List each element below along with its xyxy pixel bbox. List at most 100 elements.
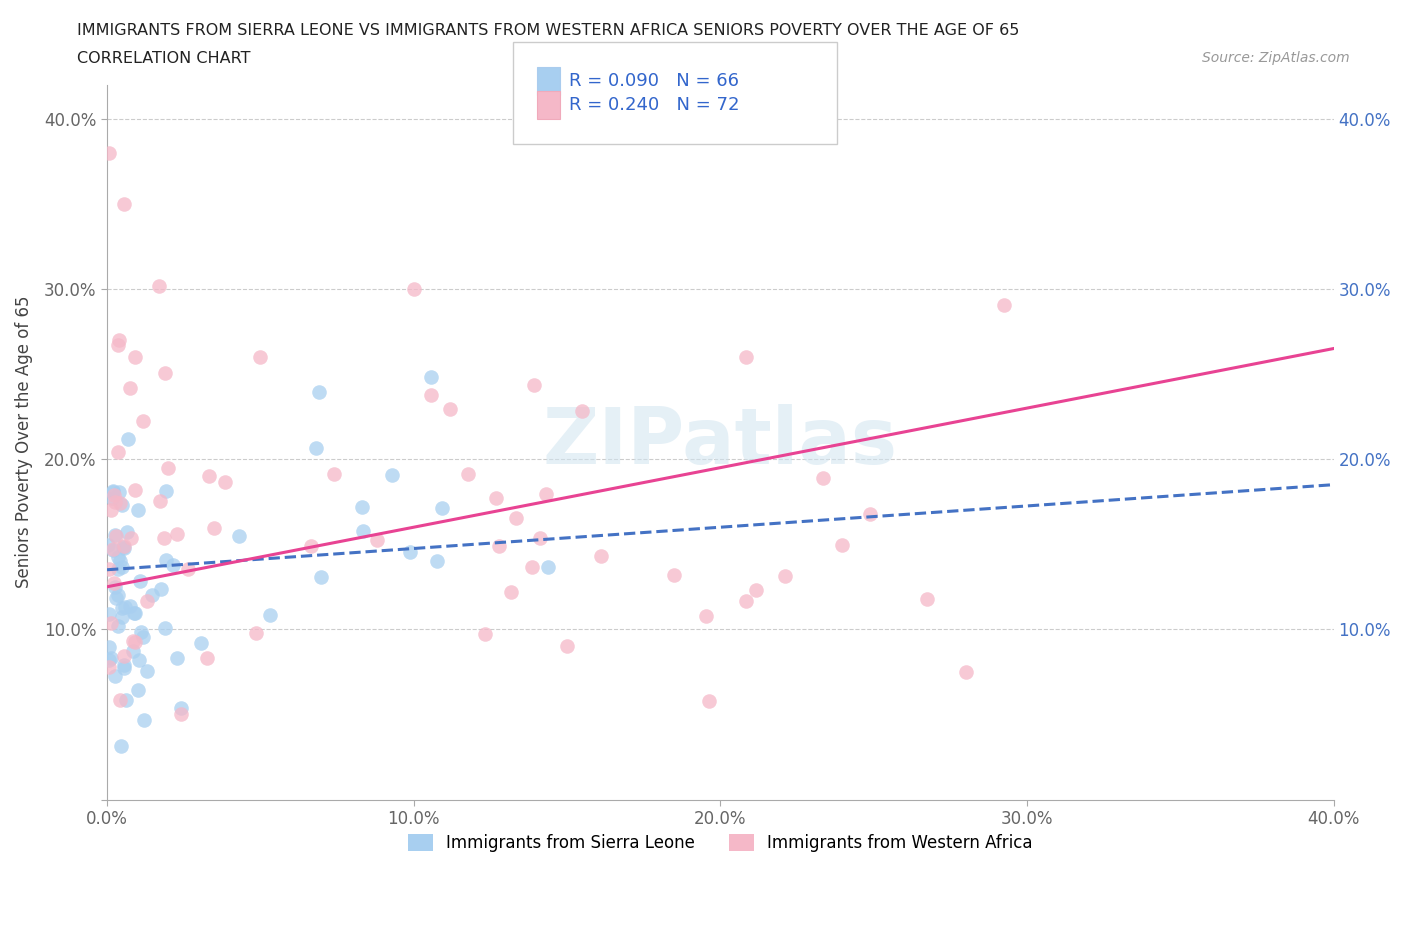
Point bbox=[112, 660, 135, 675]
Point bbox=[432, 501, 454, 516]
Point bbox=[537, 560, 560, 575]
Point bbox=[322, 467, 344, 482]
Point bbox=[111, 601, 134, 616]
Point bbox=[149, 581, 172, 596]
Point bbox=[859, 507, 882, 522]
Point bbox=[97, 538, 120, 552]
Point bbox=[426, 553, 449, 568]
Point bbox=[214, 474, 236, 489]
Point bbox=[100, 502, 122, 517]
Point bbox=[352, 500, 374, 515]
Y-axis label: Seniors Poverty Over the Age of 65: Seniors Poverty Over the Age of 65 bbox=[15, 296, 32, 589]
Point bbox=[112, 538, 135, 553]
Point bbox=[301, 539, 323, 554]
Point bbox=[195, 651, 218, 666]
Point bbox=[97, 652, 120, 667]
Point bbox=[555, 639, 578, 654]
Point bbox=[110, 738, 132, 753]
Point bbox=[97, 659, 120, 674]
Point bbox=[155, 553, 177, 568]
Point bbox=[522, 559, 544, 574]
Point bbox=[103, 576, 125, 591]
Point bbox=[107, 485, 129, 499]
Point bbox=[103, 487, 125, 502]
Point bbox=[132, 414, 155, 429]
Point bbox=[105, 591, 128, 605]
Point bbox=[170, 707, 193, 722]
Point bbox=[505, 511, 527, 525]
Point bbox=[127, 683, 149, 698]
Point bbox=[523, 378, 546, 392]
Point bbox=[773, 568, 796, 583]
Text: IMMIGRANTS FROM SIERRA LEONE VS IMMIGRANTS FROM WESTERN AFRICA SENIORS POVERTY O: IMMIGRANTS FROM SIERRA LEONE VS IMMIGRAN… bbox=[77, 23, 1019, 38]
Point bbox=[474, 627, 496, 642]
Point bbox=[352, 524, 374, 538]
Point bbox=[114, 599, 136, 614]
Point bbox=[141, 588, 163, 603]
Point bbox=[488, 538, 510, 553]
Point bbox=[104, 669, 127, 684]
Text: CORRELATION CHART: CORRELATION CHART bbox=[77, 51, 250, 66]
Point bbox=[100, 616, 122, 631]
Point bbox=[309, 569, 332, 584]
Point bbox=[308, 384, 330, 399]
Point bbox=[813, 471, 835, 485]
Point bbox=[249, 350, 271, 365]
Point bbox=[129, 624, 152, 639]
Point bbox=[153, 620, 176, 635]
Point bbox=[169, 700, 191, 715]
Point bbox=[118, 599, 141, 614]
Point bbox=[402, 282, 425, 297]
Point bbox=[107, 588, 129, 603]
Point bbox=[124, 483, 146, 498]
Point bbox=[107, 618, 129, 633]
Point bbox=[98, 640, 121, 655]
Point bbox=[124, 605, 146, 620]
Point bbox=[111, 560, 134, 575]
Point bbox=[381, 468, 404, 483]
Point bbox=[115, 692, 138, 707]
Point bbox=[305, 441, 328, 456]
Point bbox=[134, 712, 156, 727]
Point bbox=[136, 593, 159, 608]
Point bbox=[104, 495, 127, 510]
Point bbox=[120, 531, 142, 546]
Point bbox=[101, 541, 124, 556]
Point bbox=[156, 461, 179, 476]
Point bbox=[112, 540, 135, 555]
Point bbox=[166, 526, 188, 541]
Point bbox=[399, 545, 422, 560]
Point bbox=[104, 529, 127, 544]
Point bbox=[97, 607, 120, 622]
Point bbox=[132, 630, 155, 644]
Point bbox=[112, 648, 135, 663]
Point bbox=[128, 653, 150, 668]
Point bbox=[420, 387, 443, 402]
Point bbox=[589, 549, 612, 564]
Point bbox=[103, 542, 125, 557]
Point bbox=[110, 693, 132, 708]
Point bbox=[98, 145, 121, 160]
Point bbox=[118, 380, 141, 395]
Point bbox=[115, 525, 138, 539]
Point bbox=[112, 196, 135, 211]
Point bbox=[259, 607, 281, 622]
Point bbox=[108, 553, 131, 568]
Point bbox=[228, 528, 250, 543]
Point bbox=[101, 483, 124, 498]
Point bbox=[245, 626, 267, 641]
Point bbox=[104, 579, 127, 594]
Text: ZIPatlas: ZIPatlas bbox=[543, 405, 898, 480]
Point bbox=[110, 496, 132, 511]
Point bbox=[122, 633, 145, 648]
Point bbox=[166, 651, 188, 666]
Point bbox=[955, 664, 977, 679]
Point bbox=[149, 494, 172, 509]
Point bbox=[107, 338, 129, 352]
Legend: Immigrants from Sierra Leone, Immigrants from Western Africa: Immigrants from Sierra Leone, Immigrants… bbox=[402, 828, 1039, 859]
Point bbox=[104, 528, 127, 543]
Point bbox=[366, 533, 388, 548]
Point bbox=[107, 550, 129, 565]
Point bbox=[111, 540, 134, 555]
Point bbox=[485, 490, 508, 505]
